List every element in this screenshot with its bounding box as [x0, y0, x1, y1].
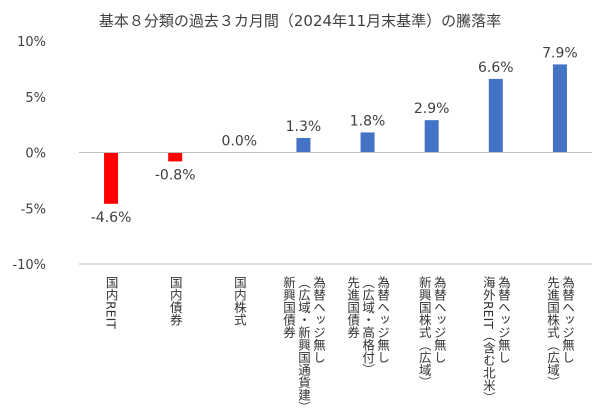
y-tick-label: 10% — [17, 35, 46, 50]
x-category-label: 為替ヘッジ無し （広域・高格付） 先進国債券 — [345, 276, 390, 376]
bar — [360, 132, 375, 153]
bar-value-label: 2.9% — [414, 101, 450, 117]
bar-value-label: 1.3% — [286, 119, 322, 135]
bar — [552, 64, 567, 153]
x-category-label-line: 先進国株式（広域） — [544, 276, 560, 389]
x-category-label: 為替ヘッジ無し 先進国株式（広域） — [545, 276, 575, 389]
x-category-label-line: 為替ヘッジ無し — [431, 276, 447, 364]
x-category-label: 国内株式 — [232, 276, 247, 326]
x-category-label: 為替ヘッジ無し 新興国株式（広域） — [417, 276, 447, 389]
bar-series — [104, 64, 567, 204]
y-tick-label: 5% — [25, 91, 46, 106]
x-category-label: 国内債券 — [168, 276, 183, 326]
bar-value-label: -0.8% — [155, 167, 196, 183]
x-category-label-line: 為替ヘッジ無し — [375, 276, 391, 364]
x-category-label-line: （広域・高格付） — [360, 276, 376, 376]
bar — [488, 78, 503, 153]
y-tick-label: 0% — [25, 147, 46, 162]
bar — [168, 152, 183, 162]
x-category-label-line: 為替ヘッジ無し — [559, 276, 575, 364]
x-category-label: 為替ヘッジ無し （広域・新興国通貨建） 新興国債券 — [281, 276, 326, 414]
x-category-label-line: 国内REIT — [103, 276, 119, 329]
x-category-label-line: 為替ヘッジ無し — [310, 276, 326, 364]
x-category-label: 為替ヘッジ無し 海外REIT（含む北米） — [481, 276, 511, 404]
x-category-label-line: 新興国債券 — [280, 276, 296, 339]
x-category-label-line: 新興国株式（広域） — [416, 276, 432, 389]
y-axis-ticks: 10% 5% 0% -5% -10% — [12, 35, 46, 273]
bar-value-label: -4.6% — [91, 210, 132, 226]
data-labels: -4.6% -0.8% 0.0% 1.3% 1.8% 2.9% 6.6% 7.9% — [91, 45, 578, 225]
x-category-label-line: （広域・新興国通貨建） — [295, 276, 311, 414]
bar-value-label: 6.6% — [478, 60, 514, 76]
chart-title: 基本８分類の過去３カ月間（2024年11月末基準）の騰落率 — [98, 12, 502, 30]
x-category-label-line: 為替ヘッジ無し — [495, 276, 511, 364]
bar — [296, 138, 311, 153]
y-tick-label: -5% — [21, 202, 46, 217]
x-category-label-line: 海外REIT（含む北米） — [480, 276, 496, 404]
x-category-label-line: 先進国債券 — [345, 276, 361, 339]
bar — [424, 120, 439, 153]
bar-value-label: 0.0% — [222, 134, 258, 150]
x-category-label: 国内REIT — [104, 276, 119, 329]
bar — [104, 152, 119, 204]
bar-value-label: 7.9% — [542, 45, 578, 61]
x-category-label-line: 国内株式 — [231, 276, 247, 326]
bar-value-label: 1.8% — [350, 113, 386, 129]
y-tick-label: -10% — [12, 258, 46, 273]
x-category-label-line: 国内債券 — [167, 276, 183, 326]
